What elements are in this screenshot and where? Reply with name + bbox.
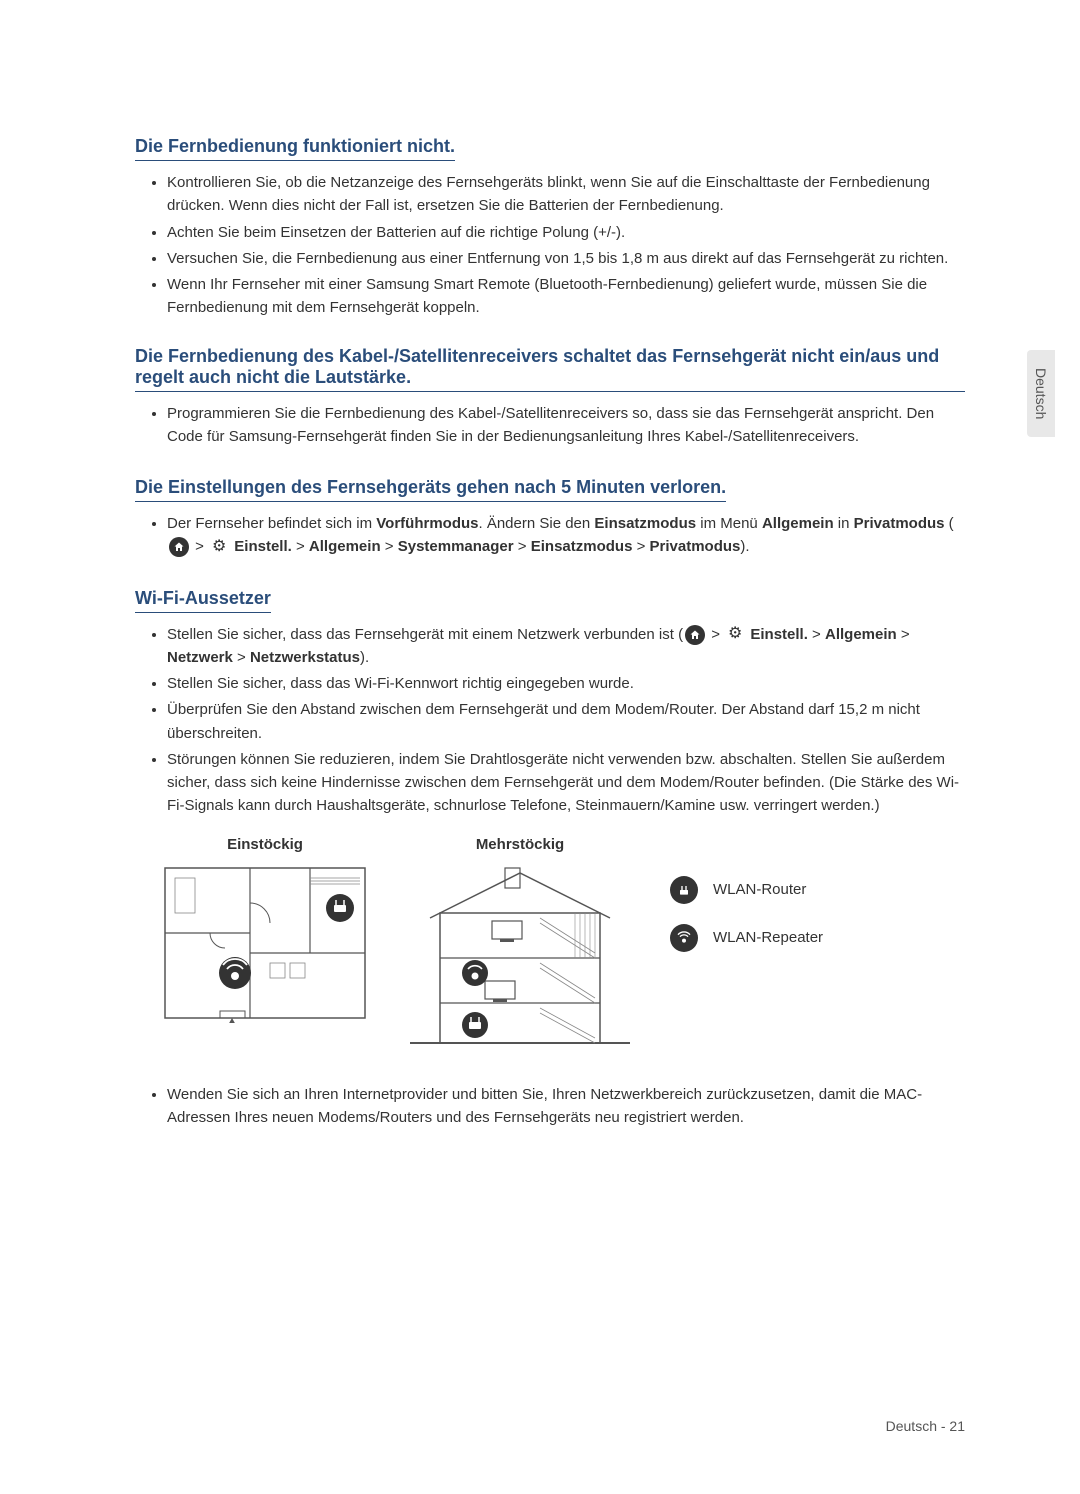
separator: > [191, 538, 208, 555]
section-list: Der Fernseher befindet sich im Vorführmo… [135, 512, 965, 559]
section-list: Kontrollieren Sie, ob die Netzanzeige de… [135, 171, 965, 320]
text: . Ändern Sie den [478, 515, 594, 532]
section-title-settings-lost: Die Einstellungen des Fernsehgeräts gehe… [135, 477, 726, 502]
legend-label: WLAN-Repeater [713, 929, 823, 946]
bold-text: Einsatzmodus [594, 515, 696, 532]
wifi-diagrams: Einstöckig [160, 836, 965, 1048]
list-item: Der Fernseher befindet sich im Vorführmo… [167, 512, 965, 559]
separator: > [381, 538, 398, 555]
nav-step: Systemmanager [398, 538, 514, 555]
nav-step: Einstell. [234, 538, 292, 555]
separator: > [707, 626, 724, 643]
bold-text: Allgemein [762, 515, 834, 532]
repeater-icon [670, 924, 698, 952]
list-item: Wenn Ihr Fernseher mit einer Samsung Sma… [167, 273, 965, 320]
separator: > [632, 538, 649, 555]
separator: > [514, 538, 531, 555]
diagram-title: Mehrstöckig [410, 836, 630, 853]
diagram-legend: WLAN-Router WLAN-Repeater [670, 876, 823, 952]
gear-icon: ⚙ [210, 538, 228, 556]
nav-step: Allgemein [825, 626, 897, 643]
list-item: Kontrollieren Sie, ob die Netzanzeige de… [167, 171, 965, 218]
diagram-multi-floor: Mehrstöckig [410, 836, 630, 1048]
separator: > [233, 649, 250, 666]
section-title-remote-not-working: Die Fernbedienung funktioniert nicht. [135, 136, 455, 161]
page-footer: Deutsch - 21 [886, 1418, 965, 1434]
legend-row-repeater: WLAN-Repeater [670, 924, 823, 952]
section-title-cable-remote: Die Fernbedienung des Kabel-/Satellitenr… [135, 346, 965, 392]
list-item: Störungen können Sie reduzieren, indem S… [167, 748, 965, 818]
nav-step: Einstell. [750, 626, 808, 643]
bold-text: Vorführmodus [376, 515, 478, 532]
home-icon [169, 537, 189, 557]
list-item: Programmieren Sie die Fernbedienung des … [167, 402, 965, 449]
home-icon [685, 625, 705, 645]
diagram-single-floor: Einstöckig [160, 836, 370, 1023]
text: ( [945, 515, 954, 532]
nav-step: Netzwerk [167, 649, 233, 666]
gear-icon: ⚙ [726, 626, 744, 644]
section-title-wifi-dropouts: Wi-Fi-Aussetzer [135, 588, 271, 613]
list-item: Stellen Sie sicher, dass das Wi-Fi-Kennw… [167, 672, 965, 695]
nav-step: Privatmodus [650, 538, 741, 555]
router-icon [670, 876, 698, 904]
language-tab: Deutsch [1027, 350, 1055, 437]
separator: > [292, 538, 309, 555]
list-item: Versuchen Sie, die Fernbedienung aus ein… [167, 247, 965, 270]
legend-label: WLAN-Router [713, 881, 806, 898]
bold-text: Privatmodus [854, 515, 945, 532]
list-item: Achten Sie beim Einsetzen der Batterien … [167, 221, 965, 244]
floorplan-single-icon [160, 863, 370, 1023]
diagram-title: Einstöckig [160, 836, 370, 853]
house-multi-icon [410, 863, 630, 1048]
list-item: Wenden Sie sich an Ihren Internetprovide… [167, 1083, 965, 1130]
nav-step: Netzwerkstatus [250, 649, 360, 666]
separator: > [808, 626, 825, 643]
text: im Menü [696, 515, 762, 532]
separator: > [897, 626, 910, 643]
text: Der Fernseher befindet sich im [167, 515, 376, 532]
nav-step: Einsatzmodus [531, 538, 633, 555]
text: Stellen Sie sicher, dass das Fernsehgerä… [167, 626, 683, 643]
text: ). [360, 649, 369, 666]
text: in [834, 515, 854, 532]
section-list: Wenden Sie sich an Ihren Internetprovide… [135, 1083, 965, 1130]
nav-step: Allgemein [309, 538, 381, 555]
list-item: Stellen Sie sicher, dass das Fernsehgerä… [167, 623, 965, 670]
list-item: Überprüfen Sie den Abstand zwischen dem … [167, 698, 965, 745]
section-list: Programmieren Sie die Fernbedienung des … [135, 402, 965, 449]
text: ). [740, 538, 749, 555]
section-list: Stellen Sie sicher, dass das Fernsehgerä… [135, 623, 965, 818]
legend-row-router: WLAN-Router [670, 876, 823, 904]
